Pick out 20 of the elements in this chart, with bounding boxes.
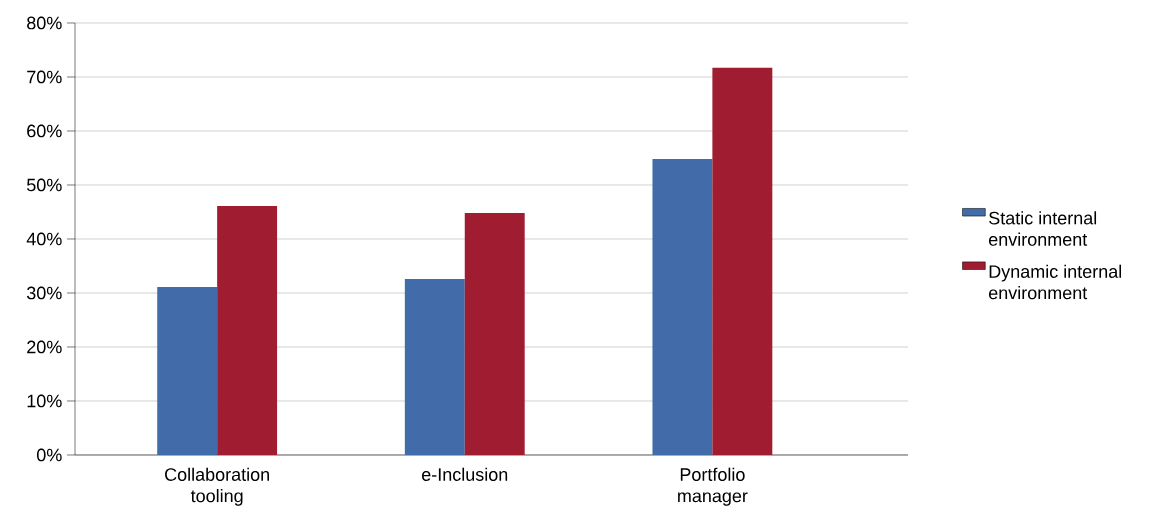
bar	[217, 206, 278, 455]
bar	[464, 213, 525, 455]
bar	[652, 159, 713, 455]
bar	[404, 278, 465, 455]
x-tick-label: e-Inclusion	[422, 467, 508, 481]
y-tick-label: 40%	[26, 232, 62, 246]
bar	[712, 67, 773, 455]
x-tick-label: Portfolio manager	[678, 467, 748, 506]
legend-label: Static internal environment	[988, 211, 1097, 246]
y-tick-label: 20%	[27, 340, 62, 354]
y-tick-label: 80%	[27, 16, 62, 30]
y-tick-label: 50%	[26, 178, 62, 192]
legend-label: Dynamic internal environment	[988, 264, 1122, 300]
y-tick-label: 30%	[26, 286, 62, 300]
y-tick-label: 70%	[27, 70, 62, 84]
y-tick-label: 60%	[27, 124, 62, 138]
y-tick-label: 10%	[27, 394, 62, 408]
y-tick-label: 0%	[37, 448, 62, 462]
bar	[157, 287, 218, 455]
x-tick-label: Collaboration tooling	[165, 467, 269, 506]
